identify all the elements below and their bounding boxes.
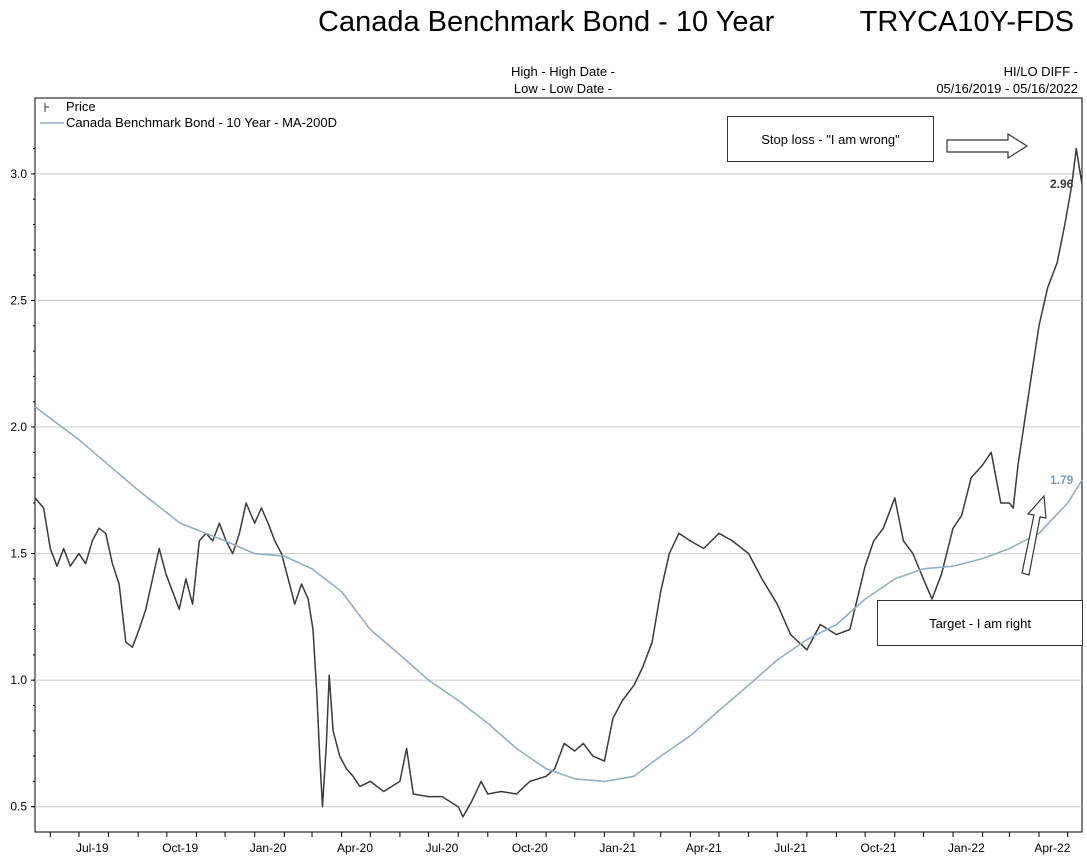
- legend-label-ma: Canada Benchmark Bond - 10 Year - MA-200…: [66, 115, 337, 130]
- hilo-info: HI/LO DIFF - 05/16/2019 - 05/16/2022: [936, 63, 1078, 97]
- x-tick-label: Jul-20: [426, 841, 459, 855]
- x-tick-label: Jan-21: [599, 841, 636, 855]
- stop-loss-label: Stop loss - "I am wrong": [761, 131, 900, 147]
- x-tick-label: Oct-20: [512, 841, 548, 855]
- legend-item-price: Price: [40, 99, 337, 115]
- y-tick-label: 0.5: [10, 800, 27, 814]
- ma-legend-icon: [40, 116, 66, 130]
- ma200-line: [34, 406, 1083, 783]
- x-tick-label: Jan-20: [250, 841, 287, 855]
- x-tick-label: Jan-22: [948, 841, 985, 855]
- ticker-symbol: TRYCA10Y-FDS: [859, 6, 1074, 38]
- date-range: 05/16/2019 - 05/16/2022: [936, 81, 1078, 96]
- x-tick-label: Jul-21: [774, 841, 807, 855]
- chart-title: Canada Benchmark Bond - 10 Year: [318, 6, 775, 38]
- legend: Price Canada Benchmark Bond - 10 Year - …: [40, 99, 337, 131]
- y-tick-label: 1.5: [10, 547, 27, 561]
- price-last-label: 2.96: [1050, 177, 1074, 191]
- x-tick-label: Apr-21: [686, 841, 722, 855]
- y-tick-label: 3.0: [10, 167, 27, 181]
- x-tick-label: Apr-22: [1034, 841, 1070, 855]
- low-label: Low - Low Date -: [513, 81, 613, 96]
- legend-label-price: Price: [66, 99, 96, 114]
- y-tick-label: 1.0: [10, 673, 27, 687]
- price-legend-icon: [40, 100, 66, 114]
- high-label: High - High Date -: [510, 64, 616, 79]
- stop-loss-box: Stop loss - "I am wrong": [727, 116, 934, 162]
- target-label: Target - I am right: [929, 615, 1031, 631]
- target-box: Target - I am right: [877, 600, 1083, 646]
- ma-last-label: 1.79: [1050, 473, 1074, 487]
- y-tick-label: 2.0: [10, 420, 27, 434]
- x-tick-label: Apr-20: [337, 841, 373, 855]
- x-tick-label: Jul-19: [76, 841, 109, 855]
- target-arrow: [1021, 494, 1047, 576]
- legend-item-ma: Canada Benchmark Bond - 10 Year - MA-200…: [40, 115, 337, 131]
- high-low-info: High - High Date - Low - Low Date -: [480, 63, 646, 97]
- hilo-label: HI/LO DIFF -: [1003, 64, 1078, 79]
- x-tick-label: Oct-21: [861, 841, 897, 855]
- y-tick-label: 2.5: [10, 293, 27, 307]
- plot-area: [34, 97, 1083, 833]
- price-line: [34, 147, 1083, 818]
- stop-loss-arrow: [946, 132, 1029, 160]
- x-tick-label: Oct-19: [162, 841, 198, 855]
